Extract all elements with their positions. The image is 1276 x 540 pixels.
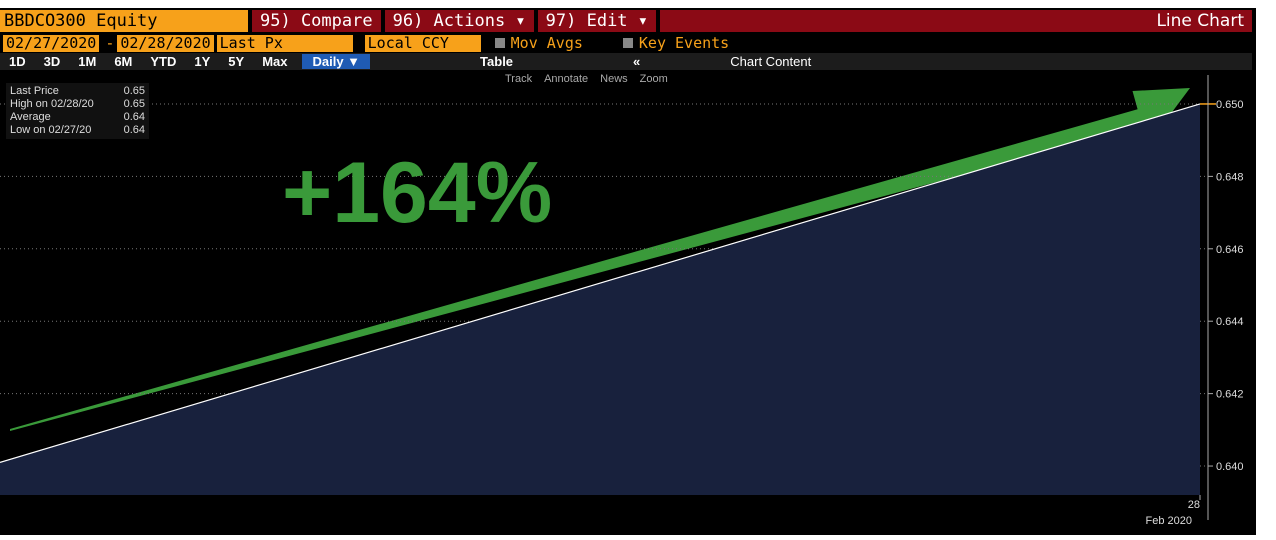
legend-label: Low on 02/27/20: [10, 124, 92, 136]
period-button[interactable]: YTD: [150, 54, 177, 69]
security[interactable]: BBDCO300 Equity: [0, 10, 248, 32]
legend-value: 0.64: [123, 111, 145, 123]
y-tick-label: 0.648: [1216, 171, 1244, 183]
trend-arrow: [10, 88, 1190, 431]
y-tick-label: 0.642: [1216, 389, 1244, 401]
period-button[interactable]: 3D: [43, 54, 61, 69]
frequency[interactable]: Daily ▼: [302, 54, 371, 69]
legend-row: High on 02/28/20 0.65: [10, 98, 145, 111]
line: [0, 103, 1201, 463]
settings-bar: 02/27/2020 - 02/28/2020 Last Px Local CC…: [0, 34, 729, 52]
separator: -: [105, 34, 115, 52]
period-bar: 1D 3D 1M 6M YTD 1Y 5Y Max Daily ▼ Table « Chart Con…: [0, 53, 1252, 70]
key-events[interactable]: Key Events: [638, 34, 730, 52]
menu-button[interactable]: 96) Actions ▾: [384, 10, 534, 32]
legend-label: High on 02/28/20: [10, 98, 94, 110]
tool-button[interactable]: Zoom: [639, 73, 668, 85]
checkbox[interactable]: [622, 38, 633, 48]
legend: Last Price 0.65 High on 02/28/20 0.65 Avera…: [6, 83, 149, 139]
y-tick-label: 0.644: [1216, 316, 1244, 328]
view-name: Line Chart: [660, 10, 1252, 32]
legend-value: 0.65: [123, 85, 145, 97]
currency[interactable]: Local CCY: [364, 34, 481, 52]
title-bar: BBDCO300 Equity 95) Compare 96) Actions …: [0, 10, 1252, 32]
field[interactable]: Last Px: [216, 34, 353, 52]
mov-avgs[interactable]: Mov Avgs: [510, 34, 583, 52]
menu-button[interactable]: 95) Compare: [252, 10, 381, 32]
legend-row: Last Price 0.65: [10, 85, 145, 98]
legend-value: 0.64: [123, 124, 145, 136]
annotation: +164%: [282, 145, 552, 241]
x-sublabel: Feb 2020: [1146, 515, 1192, 527]
checkbox[interactable]: [494, 38, 505, 48]
period-button[interactable]: Max: [262, 54, 288, 69]
period-button[interactable]: 6M: [114, 54, 133, 69]
legend-label: Last Price: [10, 85, 59, 97]
y-tick-label: 0.640: [1216, 461, 1244, 473]
period-button[interactable]: 1M: [78, 54, 97, 69]
tool-button[interactable]: Annotate: [544, 73, 589, 85]
tool-button[interactable]: Track: [505, 73, 533, 85]
chart-content[interactable]: Chart Content: [730, 54, 812, 69]
period-button[interactable]: 5Y: [228, 54, 245, 69]
y-tick-label: 0.650: [1216, 99, 1244, 111]
legend-row: Average 0.64: [10, 111, 145, 124]
legend-value: 0.65: [123, 98, 145, 110]
legend-row: Low on 02/27/20 0.64: [10, 124, 145, 137]
tool-bar: Track Annotate News Zoom: [505, 72, 680, 86]
tool-button[interactable]: News: [600, 73, 628, 85]
x-tick-label: 28: [1188, 499, 1200, 511]
period-button[interactable]: 1D: [9, 54, 26, 69]
area: [0, 103, 1200, 495]
start-date[interactable]: 02/27/2020: [3, 34, 100, 52]
menu-button[interactable]: 97) Edit ▾: [537, 10, 657, 32]
legend-label: Average: [10, 111, 51, 123]
table-button[interactable]: Table: [480, 54, 514, 69]
y-tick-label: 0.646: [1216, 244, 1244, 256]
period-button[interactable]: 1Y: [194, 54, 211, 69]
collapse-button[interactable]: «: [633, 54, 641, 69]
end-date[interactable]: 02/28/2020: [117, 34, 214, 52]
